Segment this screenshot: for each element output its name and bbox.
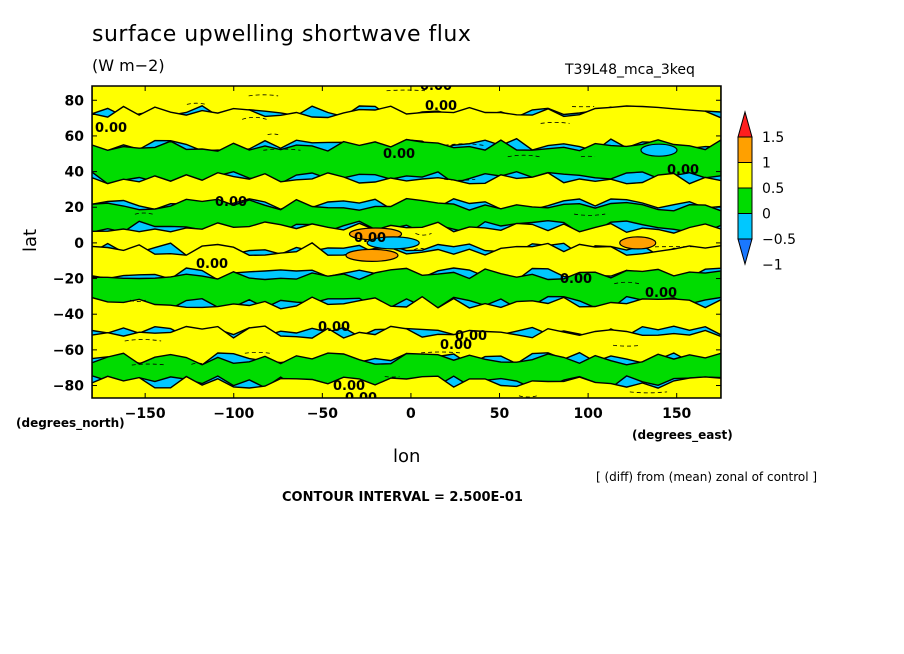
- negative-contour: [263, 148, 301, 151]
- negative-contour: [507, 154, 540, 158]
- y-tick-label: 20: [65, 200, 85, 216]
- x-tick-label: 50: [490, 406, 510, 422]
- x-tick-label: 100: [573, 406, 602, 422]
- negative-contour: [612, 344, 641, 347]
- y-axis-units: (degrees_north): [16, 416, 125, 430]
- negative-contour: [413, 247, 427, 251]
- y-tick-label: −80: [53, 379, 84, 395]
- negative-contour: [248, 94, 279, 97]
- diff-note: [ (diff) from (mean) zonal of control ]: [596, 470, 818, 484]
- negative-contour: [421, 351, 461, 354]
- colorbar-label: 1.5: [762, 130, 784, 146]
- colorbar-segment: [737, 187, 753, 214]
- negative-contour: [244, 351, 271, 354]
- experiment-name: T39L48_mca_3keq: [565, 62, 695, 78]
- x-tick-label: −50: [307, 406, 338, 422]
- contour-label: 0.00: [560, 272, 592, 287]
- negative-contour: [186, 102, 206, 105]
- y-tick-label: 40: [65, 165, 85, 181]
- chart-title: surface upwelling shortwave flux: [92, 22, 472, 47]
- negative-contour: [242, 116, 267, 120]
- contour-label: 0.00: [345, 391, 377, 406]
- negative-contour: [134, 212, 154, 215]
- x-axis-label: lon: [393, 446, 421, 467]
- contour-label: 0.00: [318, 320, 350, 335]
- contour-label: 0.00: [383, 147, 415, 162]
- contour-label: 0.00: [645, 286, 677, 301]
- x-axis-units: (degrees_east): [632, 428, 733, 442]
- x-tick-label: 150: [662, 406, 691, 422]
- colorbar-label: 0: [762, 207, 771, 223]
- colorbar-segment: [737, 213, 753, 240]
- map-field: 0.000.000.000.000.000.000.000.000.000.00…: [92, 79, 721, 406]
- negative-contour: [131, 363, 167, 366]
- colorbar-segment: [737, 238, 753, 266]
- y-tick-label: 0: [74, 236, 84, 252]
- negative-contour: [124, 339, 162, 342]
- contour-label: 0.00: [333, 379, 365, 394]
- x-tick-label: −100: [213, 406, 254, 422]
- contour-label: 0.00: [420, 79, 452, 94]
- y-tick-label: 80: [65, 93, 85, 109]
- negative-contour: [267, 133, 279, 136]
- contour-label: 0.00: [196, 257, 228, 272]
- negative-contour: [444, 178, 476, 181]
- field-band: [92, 375, 721, 398]
- contour-label: 0.00: [354, 231, 386, 246]
- colorbar-label: 0.5: [762, 181, 784, 197]
- contour-label: 0.00: [667, 163, 699, 178]
- negative-contour: [415, 232, 432, 236]
- field-band: [92, 105, 721, 152]
- colorbar: 1.5 1 0.5 0 −0.5 −1: [737, 110, 796, 274]
- negative-contour: [386, 89, 426, 92]
- colorbar-label: −0.5: [762, 232, 796, 248]
- contour-label: 0.00: [425, 99, 457, 114]
- x-tick-label: 0: [406, 406, 416, 422]
- contour-label: 0.00: [455, 329, 487, 344]
- colorbar-segment: [737, 162, 753, 189]
- contour-label: 0.00: [95, 121, 127, 136]
- colorbar-label: −1: [762, 258, 783, 274]
- y-tick-label: −40: [53, 307, 84, 323]
- y-tick-label: −60: [53, 343, 84, 359]
- field-band: [92, 242, 721, 282]
- negative-contour: [629, 391, 668, 394]
- anomaly-feature: [366, 236, 420, 250]
- contour-label: 0.00: [440, 338, 472, 353]
- negative-contour: [518, 395, 538, 398]
- x-tick-label: −150: [125, 406, 166, 422]
- negative-contour: [129, 299, 146, 302]
- field-band: [92, 138, 721, 185]
- negative-contour: [191, 362, 206, 365]
- contour-label: 0.00: [215, 195, 247, 210]
- negative-contour: [540, 121, 570, 124]
- chart-units: (W m−2): [92, 56, 165, 75]
- negative-contour: [614, 281, 640, 285]
- y-tick-label: 60: [65, 129, 85, 145]
- field-band: [92, 267, 721, 310]
- y-tick-label: −20: [53, 272, 84, 288]
- negative-contour: [444, 143, 484, 146]
- plot-frame: [91, 85, 722, 399]
- anomaly-feature: [619, 236, 657, 250]
- colorbar-segment: [737, 136, 753, 163]
- anomaly-feature: [345, 248, 399, 262]
- y-axis-label: lat: [20, 228, 41, 252]
- negative-contour: [574, 213, 606, 216]
- colorbar-label: 1: [762, 156, 771, 172]
- anomaly-feature: [640, 143, 678, 157]
- colorbar-segment: [737, 110, 753, 138]
- contour-interval: CONTOUR INTERVAL = 2.500E-01: [282, 490, 523, 505]
